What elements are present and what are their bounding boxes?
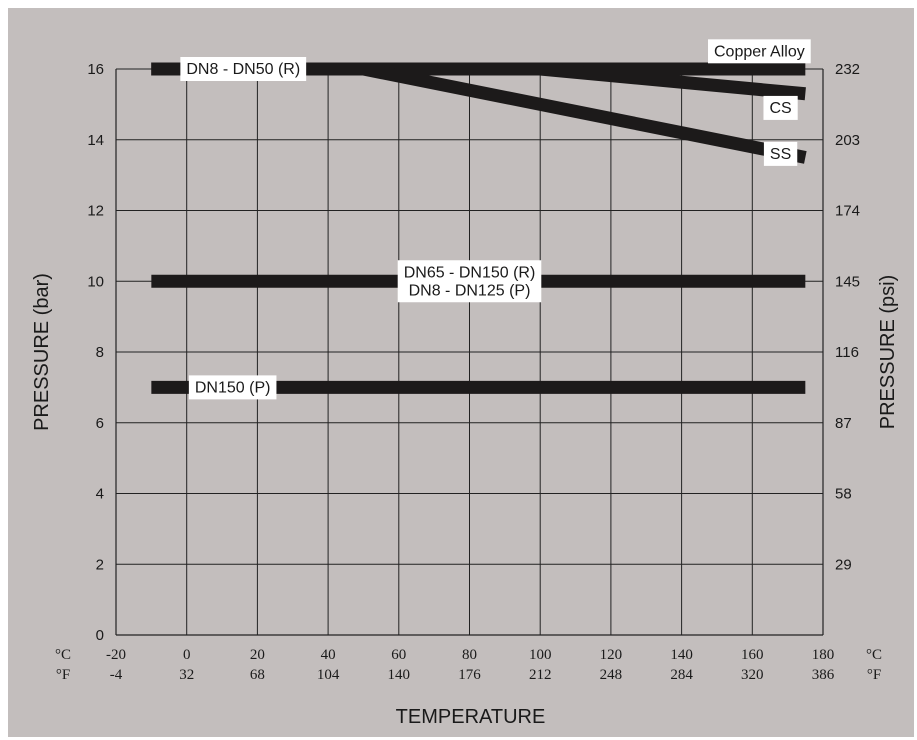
annotation-label: DN65 - DN150 (R)	[404, 264, 536, 281]
annotation-label: Copper Alloy	[714, 43, 805, 60]
x-axis-title: TEMPERATURE	[396, 706, 546, 728]
y-tick-label-right: 29	[835, 556, 852, 573]
y-tick-label-left: 12	[87, 203, 104, 220]
y-tick-label-right: 174	[835, 203, 860, 220]
y-tick-label-right: 232	[835, 61, 860, 78]
y-tick-label-right: 58	[835, 486, 852, 503]
y-tick-label-right: 145	[835, 273, 860, 290]
y-tick-label-left: 4	[96, 486, 104, 503]
x-tick-label-c: 80	[462, 647, 477, 663]
annotation-box	[763, 141, 798, 166]
x-tick-label-f: 104	[317, 667, 340, 683]
x-tick-label-c: 40	[321, 647, 336, 663]
x-tick-label-f: 386	[812, 667, 835, 683]
x-tick-label-c: -20	[106, 647, 126, 663]
x-tick-label-c: 140	[670, 647, 693, 663]
annotation-label: SS	[770, 146, 791, 163]
annotation-box	[397, 260, 542, 303]
annotation-cs: CS	[763, 95, 798, 120]
x-tick-label-f: -4	[110, 667, 123, 683]
annotation-label: CS	[769, 100, 791, 117]
y-axis-title-left: PRESSURE (bar)	[31, 273, 53, 431]
grid	[116, 68, 824, 635]
y-tick-label-left: 16	[87, 61, 104, 78]
annotation-label: DN150 (P)	[195, 379, 271, 396]
x-tick-label-c: 60	[391, 647, 406, 663]
x-tick-label-c: 20	[250, 647, 265, 663]
annotation-dn65: DN65 - DN150 (R)DN8 - DN125 (P)	[397, 260, 542, 303]
y-tick-label-right: 116	[835, 344, 859, 361]
x-tick-label-c: 160	[741, 647, 764, 663]
x-tick-label-f: 176	[458, 667, 481, 683]
y-tick-label-left: 14	[87, 132, 104, 149]
annotation-dn8-dn50: DN8 - DN50 (R)	[180, 57, 307, 81]
x-tick-label-f: 248	[600, 667, 623, 683]
x-tick-label-c: 0	[183, 647, 191, 663]
unit-label-c-left: °C	[55, 647, 71, 663]
x-tick-label-c: 100	[529, 647, 552, 663]
annotation-box	[708, 39, 811, 64]
x-tick-label-f: 212	[529, 667, 552, 683]
y-axis-title-right: PRESSURE (psi)	[877, 275, 899, 429]
unit-label-f-right: °F	[867, 667, 881, 683]
y-tick-label-left: 2	[96, 556, 104, 573]
series-group	[151, 62, 807, 394]
y-tick-label-left: 8	[96, 344, 104, 361]
annotation-label: DN8 - DN125 (P)	[409, 282, 531, 299]
y-tick-label-right: 87	[835, 415, 852, 432]
annotation-label: DN8 - DN50 (R)	[186, 61, 300, 78]
x-tick-label-f: 284	[670, 667, 693, 683]
x-tick-label-c: 120	[600, 647, 623, 663]
annotation-ss: SS	[763, 141, 798, 166]
unit-label-c-right: °C	[866, 647, 882, 663]
x-tick-label-f: 140	[388, 667, 411, 683]
annotation-dn150p: DN150 (P)	[188, 375, 277, 400]
y-tick-label-left: 6	[96, 415, 104, 432]
y-tick-label-left: 10	[87, 273, 104, 290]
unit-label-f-left: °F	[56, 667, 70, 683]
x-tick-label-f: 68	[250, 667, 265, 683]
x-tick-label-c: 180	[812, 647, 835, 663]
annotation-box	[763, 95, 798, 120]
chart-panel	[8, 8, 914, 737]
y-tick-label-right: 203	[835, 132, 860, 149]
y-tick-label-left: 0	[96, 627, 104, 644]
x-tick-label-f: 320	[741, 667, 764, 683]
annotation-box	[188, 375, 277, 400]
x-tick-label-f: 32	[179, 667, 194, 683]
annotation-copper: Copper Alloy	[708, 39, 811, 64]
annotation-box	[180, 57, 307, 81]
